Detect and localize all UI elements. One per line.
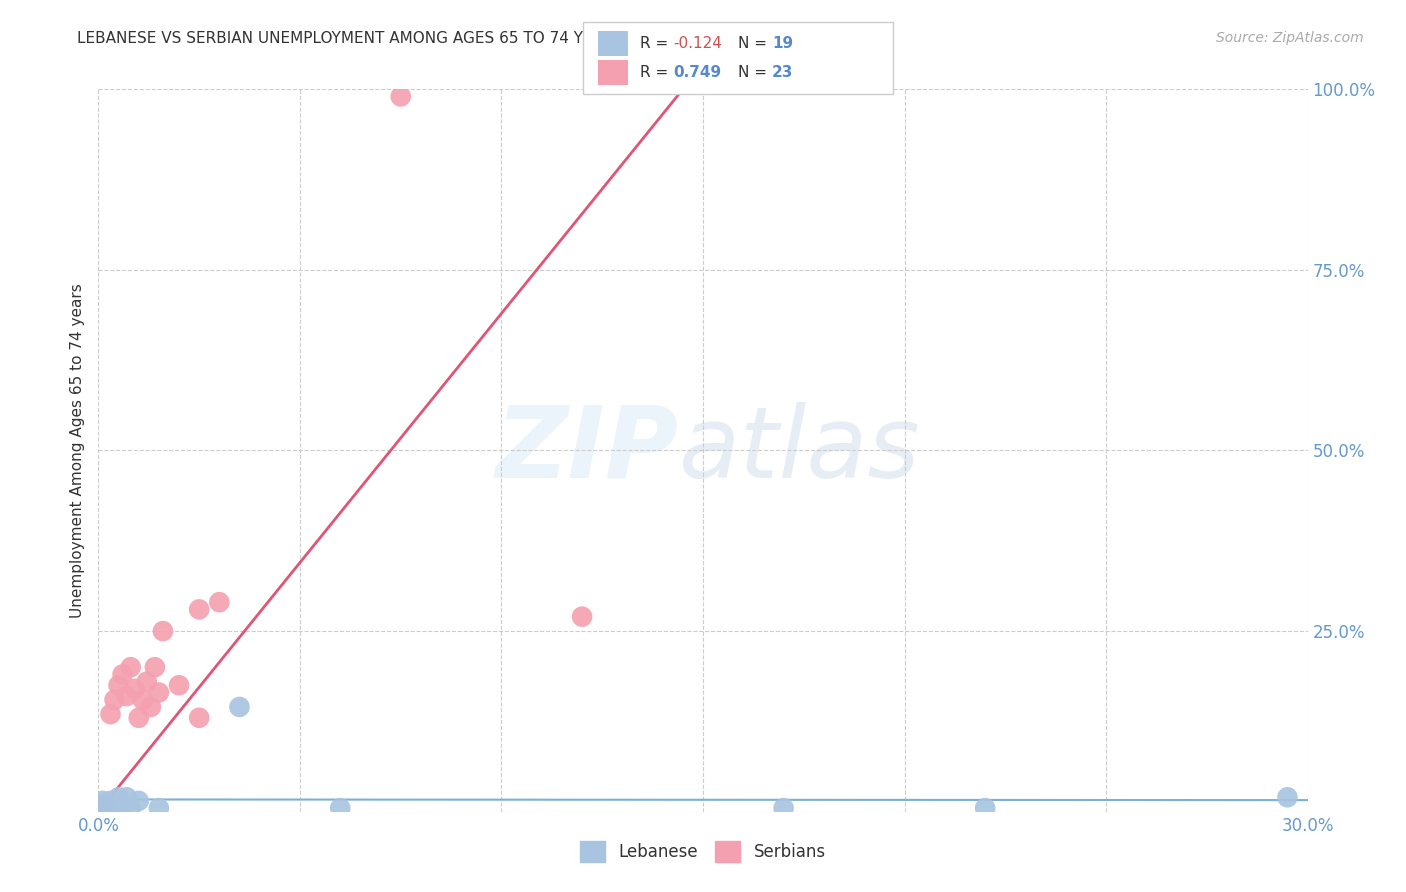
- Point: [132, 692, 155, 706]
- Point: [208, 595, 231, 609]
- Text: N =: N =: [738, 65, 772, 79]
- Point: [128, 794, 150, 808]
- Point: [100, 801, 122, 815]
- Legend: Lebanese, Serbians: Lebanese, Serbians: [574, 835, 832, 869]
- Point: [152, 624, 174, 639]
- Text: 0.749: 0.749: [673, 65, 721, 79]
- Point: [103, 692, 125, 706]
- Point: [120, 660, 142, 674]
- Point: [96, 797, 118, 812]
- Text: -0.124: -0.124: [673, 37, 723, 51]
- Text: 23: 23: [772, 65, 793, 79]
- Point: [143, 660, 166, 674]
- Text: R =: R =: [640, 37, 673, 51]
- Point: [167, 678, 190, 692]
- Point: [111, 801, 134, 815]
- Point: [100, 794, 122, 808]
- Point: [228, 700, 250, 714]
- Text: R =: R =: [640, 65, 673, 79]
- Point: [91, 801, 114, 815]
- Point: [139, 700, 162, 714]
- Point: [124, 681, 146, 696]
- Point: [115, 790, 138, 805]
- Text: N =: N =: [738, 37, 772, 51]
- Point: [115, 689, 138, 703]
- Point: [120, 801, 142, 815]
- Point: [188, 711, 211, 725]
- Text: Source: ZipAtlas.com: Source: ZipAtlas.com: [1216, 31, 1364, 45]
- Point: [772, 801, 794, 815]
- Point: [188, 602, 211, 616]
- Point: [148, 685, 170, 699]
- Text: 19: 19: [772, 37, 793, 51]
- Point: [100, 707, 122, 722]
- Point: [91, 794, 114, 808]
- Point: [571, 609, 593, 624]
- Point: [1277, 790, 1299, 805]
- Point: [135, 674, 157, 689]
- Point: [107, 790, 129, 805]
- Text: atlas: atlas: [679, 402, 921, 499]
- Point: [389, 89, 412, 103]
- Y-axis label: Unemployment Among Ages 65 to 74 years: Unemployment Among Ages 65 to 74 years: [69, 283, 84, 618]
- Point: [103, 797, 125, 812]
- Point: [91, 797, 114, 812]
- Text: ZIP: ZIP: [496, 402, 679, 499]
- Point: [91, 801, 114, 815]
- Point: [96, 801, 118, 815]
- Text: LEBANESE VS SERBIAN UNEMPLOYMENT AMONG AGES 65 TO 74 YEARS CORRELATION CHART: LEBANESE VS SERBIAN UNEMPLOYMENT AMONG A…: [77, 31, 794, 46]
- Point: [96, 801, 118, 815]
- Point: [111, 667, 134, 681]
- Point: [148, 801, 170, 815]
- Point: [974, 801, 997, 815]
- Point: [107, 678, 129, 692]
- Point: [103, 801, 125, 815]
- Point: [128, 711, 150, 725]
- Point: [329, 801, 352, 815]
